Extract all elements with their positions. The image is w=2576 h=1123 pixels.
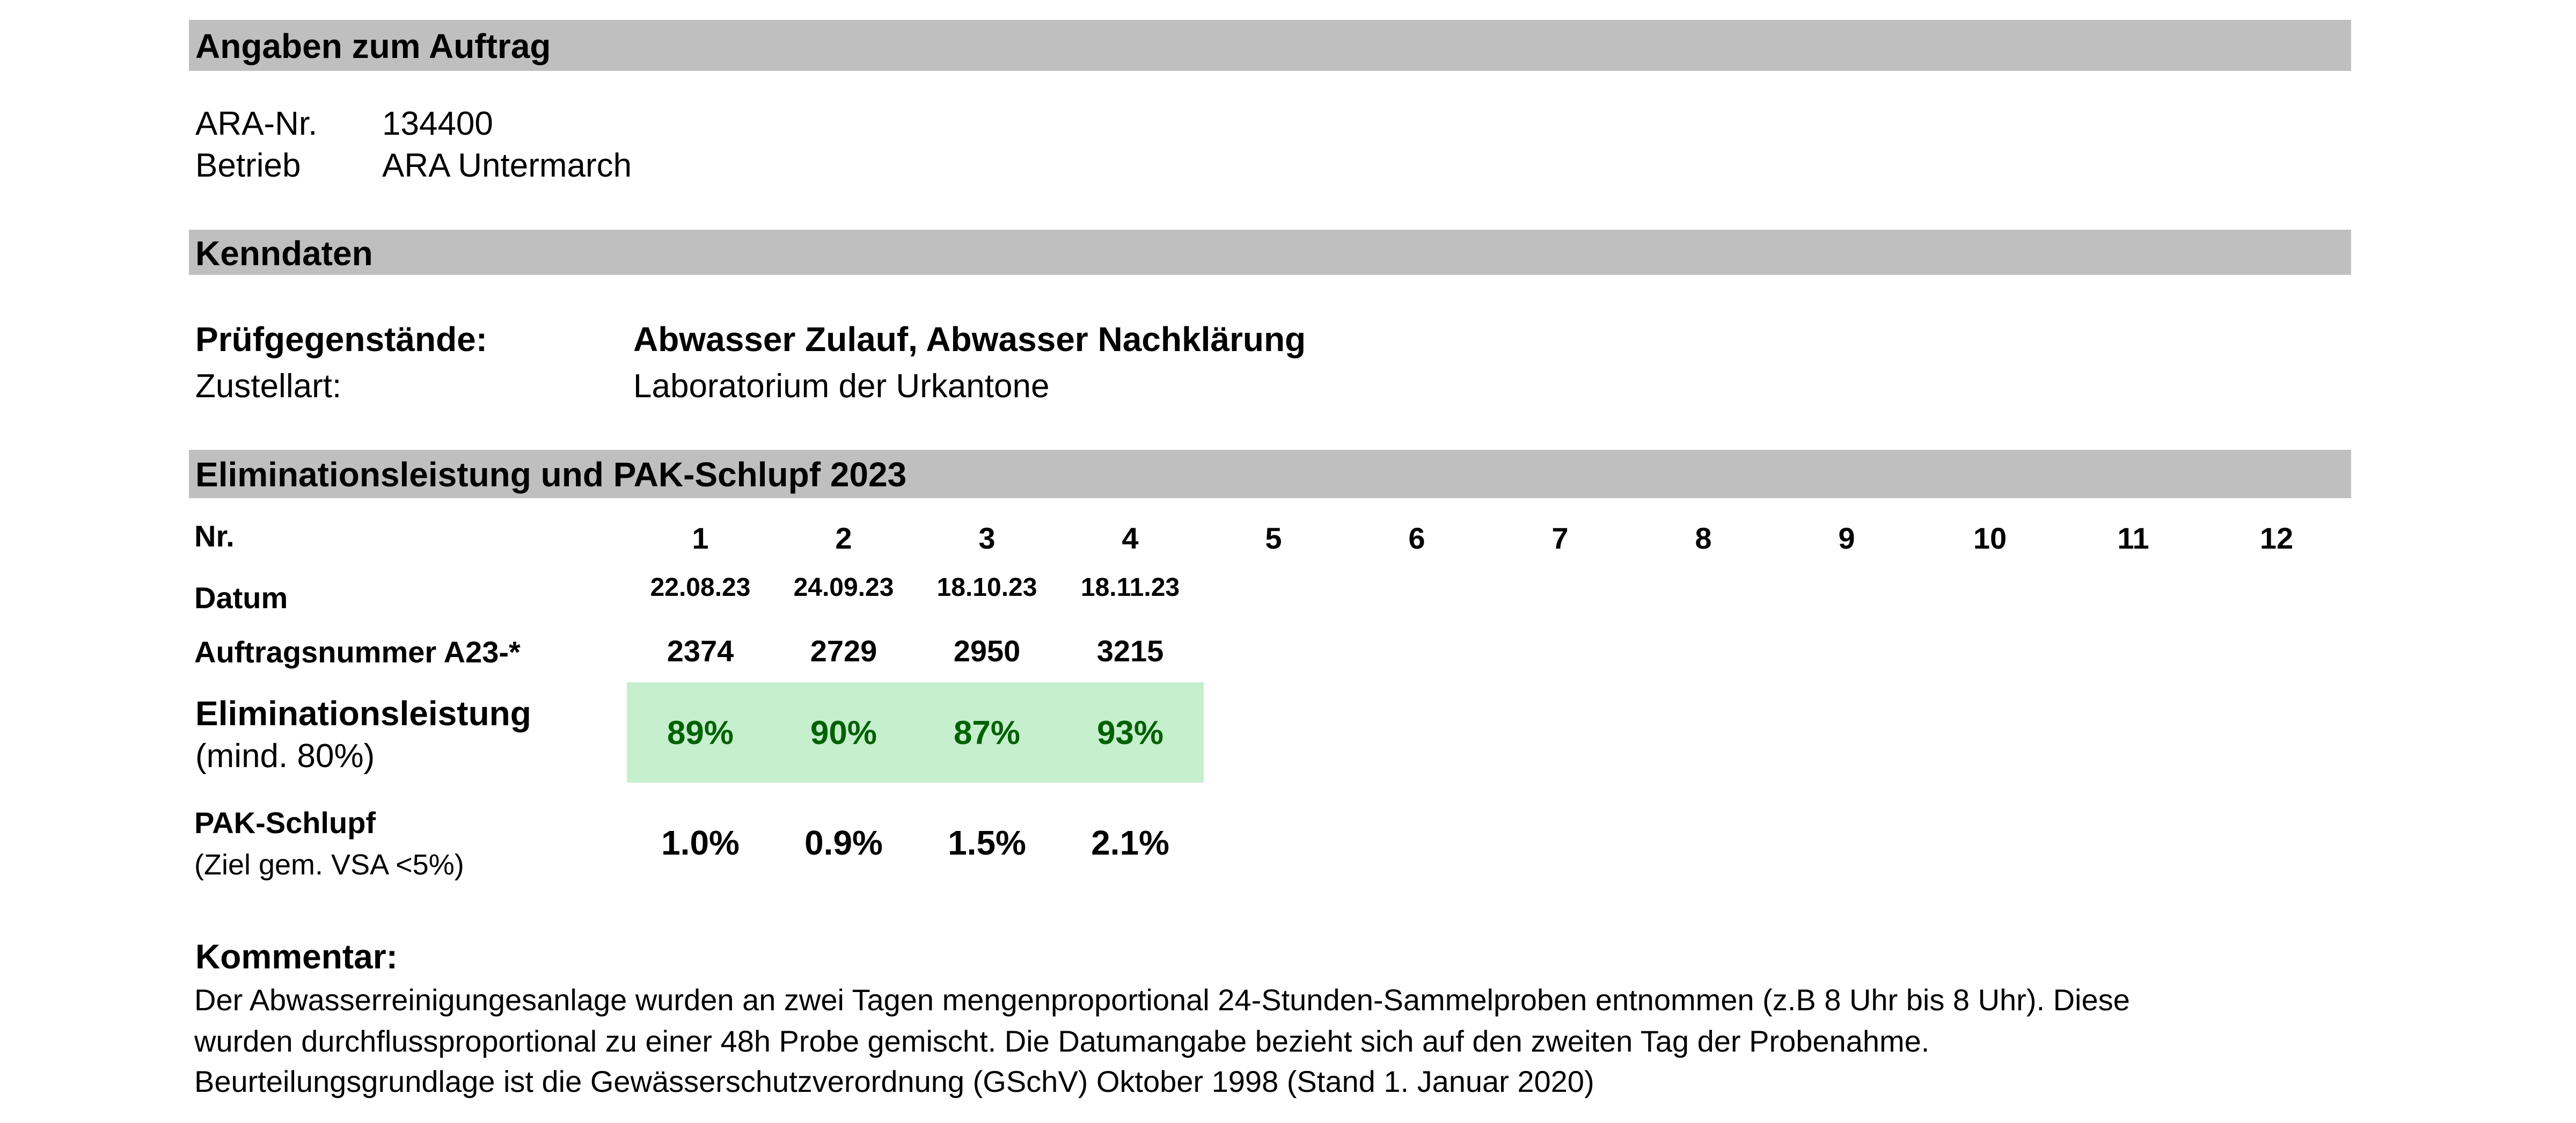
elimination-highlight [627, 682, 1204, 783]
date-cell: 18.10.23 [936, 573, 1037, 602]
col-nr: 11 [2117, 521, 2149, 555]
pruefgegenstaende-label: Prüfgegenstände: [195, 320, 488, 359]
col-nr: 12 [2259, 521, 2294, 555]
date-cell: 24.09.23 [793, 573, 894, 602]
col-nr: 3 [978, 521, 996, 555]
col-nr: 9 [1838, 521, 1855, 555]
auftragsnummer-cell: 2950 [953, 634, 1021, 668]
pak-schlupf-value: 2.1% [1091, 823, 1169, 862]
kommentar-line: wurden durchflussproportional zu einer 4… [194, 1024, 1930, 1058]
elimination-value: 93% [1096, 714, 1164, 752]
pruefgegenstaende-value: Abwasser Zulauf, Abwasser Nachklärung [633, 320, 1306, 359]
section-header-auftrag: Angaben zum Auftrag [189, 20, 2351, 71]
kommentar-line: Der Abwasserreinigungesanlage wurden an … [194, 983, 2130, 1017]
elimination-value: 89% [667, 714, 734, 752]
kommentar-title: Kommentar: [195, 937, 398, 976]
zustellart-value: Laboratorium der Urkantone [633, 368, 1050, 405]
col-nr: 7 [1552, 521, 1569, 555]
pak-schlupf-value: 1.5% [948, 823, 1026, 862]
eliminationsleistung-sublabel: (mind. 80%) [195, 738, 375, 775]
col-nr: 5 [1265, 521, 1282, 555]
pak-schlupf-value: 0.9% [804, 823, 883, 862]
col-nr: 10 [1973, 521, 2007, 555]
betrieb-label: Betrieb [195, 147, 301, 184]
zustellart-label: Zustellart: [195, 368, 342, 405]
pak-schlupf-label: PAK-Schlupf [194, 806, 376, 840]
section-header-kenndaten: Kenndaten [189, 230, 2351, 275]
col-nr: 2 [835, 521, 852, 555]
auftragsnummer-label: Auftragsnummer A23-* [194, 635, 521, 669]
col-nr: 6 [1408, 521, 1425, 555]
section-header-elimination: Eliminationsleistung und PAK-Schlupf 202… [189, 450, 2351, 498]
datum-label: Datum [194, 581, 288, 615]
elimination-value: 90% [810, 714, 877, 752]
auftragsnummer-cell: 3215 [1096, 634, 1164, 668]
ara-value: 134400 [382, 105, 493, 142]
col-nr: 8 [1695, 521, 1712, 555]
col-nr: 4 [1122, 521, 1139, 555]
date-cell: 18.11.23 [1080, 573, 1180, 602]
betrieb-value: ARA Untermarch [382, 147, 632, 184]
pak-schlupf-value: 1.0% [661, 823, 740, 862]
col-nr: 1 [692, 521, 709, 555]
auftragsnummer-cell: 2374 [667, 634, 734, 668]
auftragsnummer-cell: 2729 [810, 634, 877, 668]
pak-schlupf-sublabel: (Ziel gem. VSA <5%) [194, 849, 464, 881]
eliminationsleistung-label: Eliminationsleistung [195, 694, 531, 733]
elimination-value: 87% [953, 714, 1021, 752]
ara-label: ARA-Nr. [195, 105, 318, 142]
nr-label: Nr. [194, 519, 235, 553]
kommentar-line: Beurteilungsgrundlage ist die Gewässersc… [194, 1064, 1594, 1098]
date-cell: 22.08.23 [650, 573, 751, 602]
